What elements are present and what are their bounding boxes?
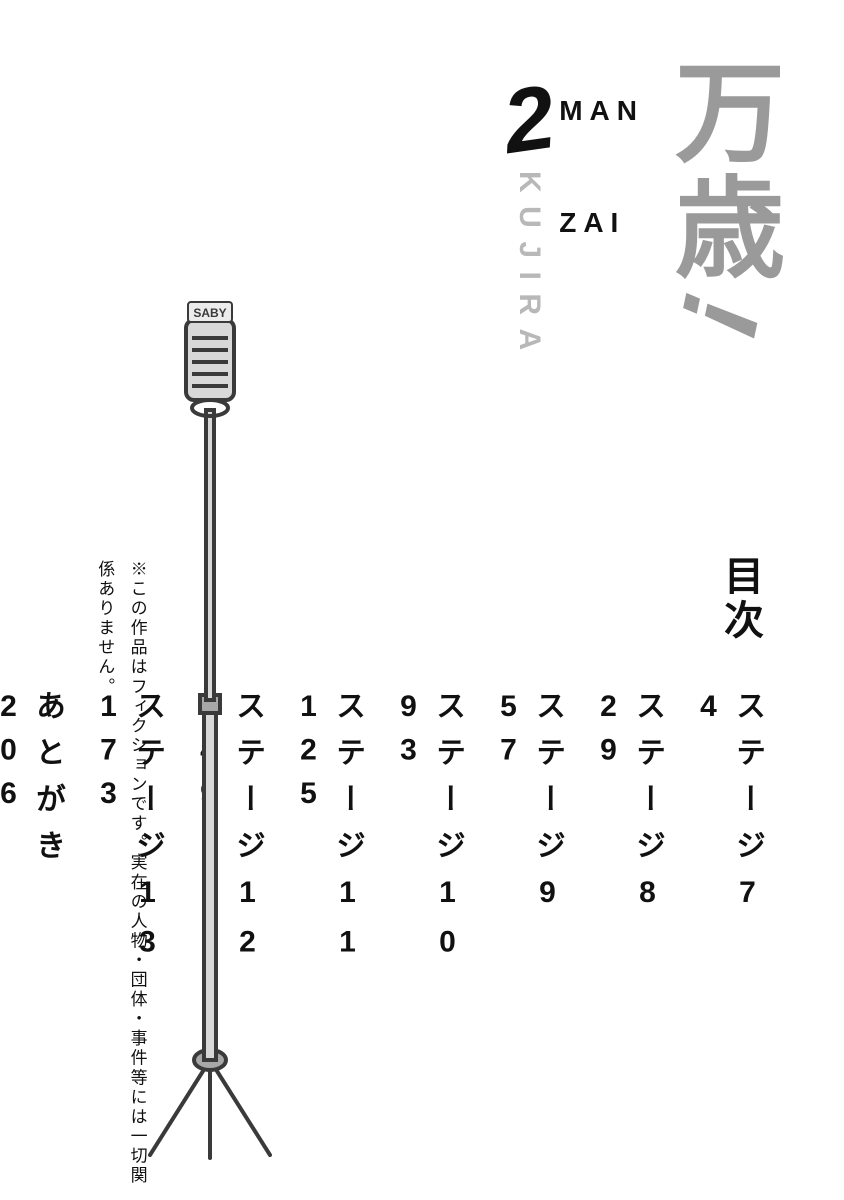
toc-page: 57 xyxy=(491,690,525,1150)
toc-heading: 目次 xyxy=(711,555,769,643)
toc-label: ステージ7 xyxy=(725,690,769,1150)
toc-label: ステージ11 xyxy=(325,690,369,1150)
romaji-block: MAN ZAI xyxy=(559,95,644,239)
toc-entry: ステージ8 29 xyxy=(591,690,669,1150)
toc-entry: ステージ9 57 xyxy=(491,690,569,1150)
toc-label: ステージ10 xyxy=(425,690,469,1150)
title-kanji-1: 万 xyxy=(658,55,781,171)
toc-page: 93 xyxy=(391,690,425,1150)
toc-entry: あとがき 206 xyxy=(0,690,69,1150)
volume-author-column: 2 KUJIRA xyxy=(504,80,554,364)
toc-entry: ステージ7 4 xyxy=(691,690,769,1150)
toc-label: あとがき xyxy=(25,690,69,1150)
toc-page: 206 xyxy=(0,690,25,1150)
title-block: MAN ZAI 万歳! xyxy=(559,55,774,338)
toc-entry: ステージ11 125 xyxy=(291,690,369,1150)
author-name: KUJIRA xyxy=(512,171,546,364)
romaji-man: MAN xyxy=(559,95,644,127)
toc-label: ステージ8 xyxy=(625,690,669,1150)
title-exclaim: ! xyxy=(661,285,777,349)
toc-entry: ステージ10 93 xyxy=(391,690,469,1150)
title-kanji-2: 歳 xyxy=(658,171,781,287)
toc-page: 125 xyxy=(291,690,325,1150)
volume-number: 2 xyxy=(499,77,560,164)
toc-page: 29 xyxy=(591,690,625,1150)
main-title: 万歳! xyxy=(664,55,774,338)
toc-label: ステージ9 xyxy=(525,690,569,1150)
microphone-icon: SABY xyxy=(130,290,290,1160)
microphone-illustration: SABY xyxy=(130,290,290,1160)
romaji-zai: ZAI xyxy=(559,207,644,239)
mic-label: SABY xyxy=(193,306,226,320)
toc-page: 4 xyxy=(691,690,725,1150)
